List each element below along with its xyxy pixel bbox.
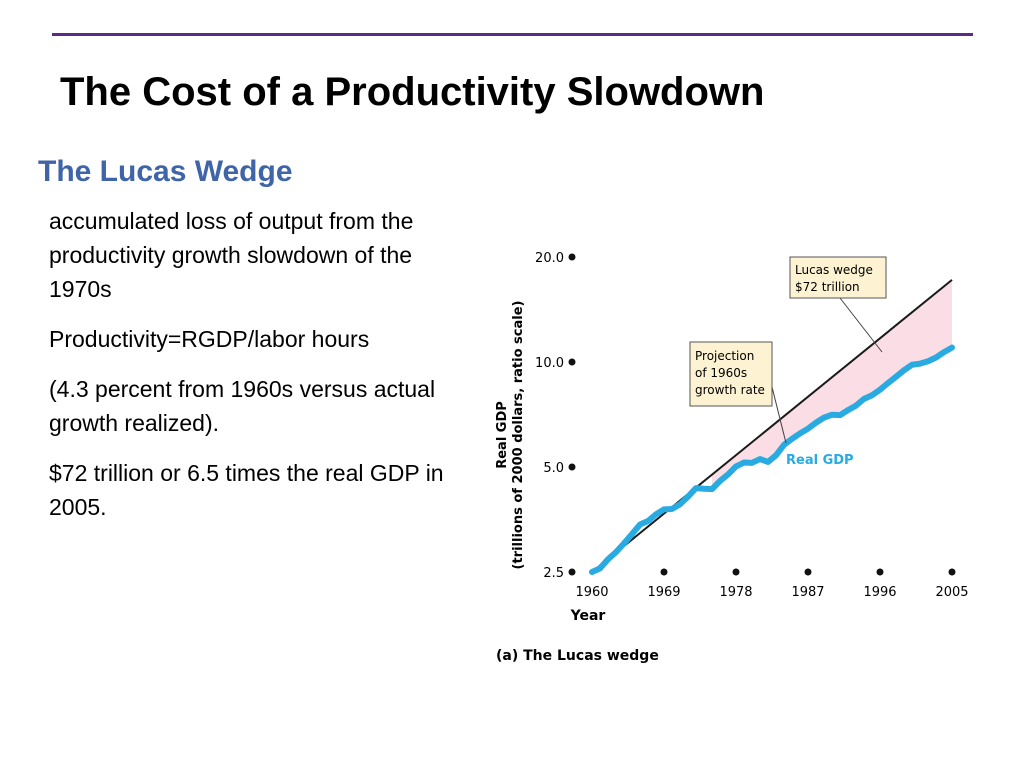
y-axis-label: Real GDP — [495, 401, 510, 469]
x-tick-label: 1996 — [863, 585, 896, 600]
lucas-wedge-area — [712, 279, 952, 490]
chart-caption: (a) The Lucas wedge — [496, 648, 659, 664]
projection-line — [591, 279, 953, 573]
real-gdp-label: Real GDP — [786, 453, 854, 468]
bullet-text: Productivity=RGDP/labor hours — [49, 326, 370, 352]
y-tick-label: 2.5 — [543, 566, 564, 581]
wedge-leader-line — [839, 297, 883, 353]
body-text: accumulated loss of output from the prod… — [49, 204, 479, 540]
x-tick-label: 1960 — [575, 585, 608, 600]
projection-annotation-text: growth rate — [695, 383, 765, 397]
projection-leader-line — [771, 386, 787, 444]
x-tick-dot — [804, 568, 812, 576]
y-axis-label: (trillions of 2000 dollars, ratio scale) — [511, 301, 526, 570]
y-axis: 2.5 5.0 10.0 20.0 — [535, 251, 576, 581]
x-tick-dot — [660, 568, 668, 576]
real-gdp-line — [589, 344, 955, 575]
y-tick-label: 10.0 — [535, 356, 564, 371]
slide-subtitle: The Lucas Wedge — [38, 155, 293, 188]
y-tick-dot — [568, 358, 576, 366]
y-tick-label: 20.0 — [535, 251, 564, 266]
y-tick-label: 5.0 — [543, 461, 564, 476]
bullet-text: accumulated loss of output from the prod… — [49, 208, 414, 302]
wedge-annotation-box — [789, 256, 887, 299]
title-divider — [52, 33, 973, 36]
y-tick-dot — [568, 253, 576, 261]
x-tick-label: 2005 — [935, 585, 968, 600]
x-tick-dot — [948, 568, 956, 576]
projection-annotation-box — [689, 341, 773, 407]
slide-title: The Cost of a Productivity Slowdown — [60, 70, 765, 114]
y-tick-dot — [568, 568, 576, 576]
x-tick-dot — [876, 568, 884, 576]
x-tick-label: 1978 — [719, 585, 752, 600]
lucas-wedge-chart: 2.55.010.020.0 1960 1969 1978 1987 1996 2005 … — [495, 251, 969, 664]
wedge-annotation-text: $72 trillion — [795, 280, 860, 294]
projection-annotation-text: of 1960s — [695, 366, 747, 380]
x-tick-dot — [732, 568, 740, 576]
bullet-text: $72 trillion or 6.5 times the real GDP i… — [49, 460, 444, 520]
projection-annotation-text: Projection — [695, 349, 754, 363]
x-axis-label: Year — [570, 608, 606, 624]
bullet-text: (4.3 percent from 1960s versus actual gr… — [49, 376, 436, 436]
x-tick-label: 1969 — [647, 585, 680, 600]
x-axis: 1960 1969 1978 1987 1996 2005 — [575, 568, 969, 600]
y-tick-dot — [568, 463, 576, 471]
wedge-annotation-text: Lucas wedge — [795, 263, 873, 277]
x-tick-label: 1987 — [791, 585, 824, 600]
